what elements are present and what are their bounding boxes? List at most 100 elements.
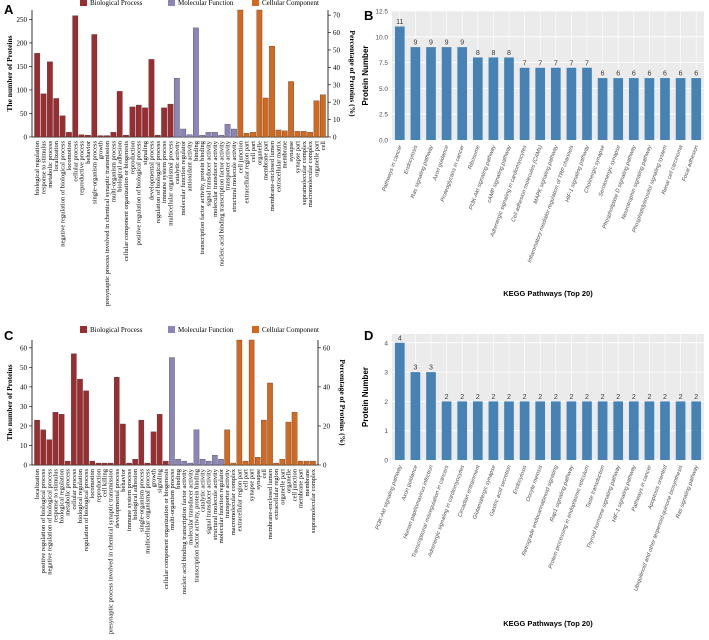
kegg-bar	[426, 47, 436, 141]
bar-mf	[199, 134, 206, 138]
x-tick-label: Pathways in cancer	[381, 144, 404, 193]
y-axis-title: The number of Proteins	[5, 364, 14, 440]
x-tick-label: behavior	[120, 468, 127, 492]
y-tick-label: 50	[20, 110, 28, 118]
y-tick-label: 5.0	[379, 86, 388, 93]
bar-value-label: 6	[632, 71, 636, 78]
bar-value-label: 2	[554, 394, 558, 401]
x-tick-label: molecular function regulator	[180, 140, 187, 215]
kegg-bar	[394, 342, 405, 460]
x-tick-label: single-organism process	[138, 469, 145, 532]
legend-c-bp-label: Biological Process	[90, 326, 143, 334]
kegg-bar	[550, 67, 561, 140]
bar-cc	[242, 460, 249, 466]
x-tick-label: negative regulation of biological proces…	[46, 469, 53, 575]
x-tick-label: synapse part	[294, 141, 301, 174]
x-tick-label: cell part	[243, 469, 250, 490]
bar-value-label: 6	[663, 71, 667, 78]
kegg-bar	[566, 67, 577, 140]
bar-value-label: 2	[507, 394, 511, 401]
kegg-bar	[550, 401, 561, 460]
bar-bp	[34, 419, 40, 466]
legend-c-cc-label: Cellular Component	[262, 326, 319, 334]
bar-cc	[300, 131, 307, 138]
bar-cc	[230, 462, 236, 466]
x-tick-label: membrane-enclosed lumen	[267, 468, 274, 539]
x-tick-label: multicellular organismal process	[167, 141, 174, 226]
bar-bp	[40, 93, 47, 138]
bar-bp	[144, 462, 151, 466]
chart-b: 0.0 2.5 5.0 7.5 10.0 12.5 11 Pathways in cancer…	[361, 9, 704, 298]
panel-letter-d: D	[364, 328, 373, 343]
bar-bp	[72, 15, 79, 138]
plot-background	[392, 334, 704, 460]
y2-tick-label: 70	[333, 12, 341, 20]
x-tick-label: developmental process	[114, 469, 121, 529]
x-axis-title: KEGG Pathways (Top 20)	[503, 619, 593, 628]
bar-cc	[261, 419, 267, 466]
bar-value-label: 7	[585, 60, 589, 67]
bar-bp	[64, 460, 71, 466]
kegg-bar	[504, 401, 514, 460]
x-tick-label: growth	[98, 140, 105, 159]
x-tick-label: metabolic process	[65, 469, 72, 516]
kegg-bar	[535, 401, 546, 460]
kegg-bar	[675, 78, 686, 140]
bar-cc	[236, 339, 243, 466]
x-tick-label: macromolecular complex	[230, 468, 237, 535]
x-tick-label: transcription factor activity, protein b…	[199, 140, 206, 254]
x-tick-label: molecular transducer activity	[187, 468, 194, 545]
bar-bp	[71, 353, 77, 466]
y-tick-label: 50	[20, 364, 28, 372]
bar-mf	[187, 462, 194, 466]
bar-value-label: 9	[460, 40, 464, 47]
bar-bp	[156, 414, 163, 466]
x-tick-label: regulation of biological process	[83, 469, 90, 552]
bar-mf	[173, 78, 180, 138]
x-tick-label: Axon guidance	[432, 145, 451, 183]
x-tick-label: organelle part	[279, 469, 286, 505]
x-tick-label: response to stimulus	[41, 141, 48, 195]
x-tick-label: presynaptic process involved in chemical…	[108, 468, 115, 634]
bar-cc	[307, 132, 313, 138]
bar-cc	[267, 382, 273, 466]
bar-value-label: 8	[491, 50, 495, 57]
bar-mf	[218, 134, 225, 138]
bar-bp	[58, 414, 65, 466]
kegg-bar	[394, 26, 405, 141]
bar-bp	[138, 419, 145, 466]
y-tick-label: 12.5	[375, 9, 388, 16]
bar-value-label: 2	[616, 394, 620, 401]
x-tick-label: antioxidant activity	[187, 140, 194, 191]
bar-mf	[169, 357, 175, 466]
bar-bp	[89, 460, 95, 466]
bar-mf	[212, 455, 218, 466]
x-tick-label: organelle	[285, 469, 292, 493]
bar-cc	[255, 457, 261, 466]
x-tick-label: cellular process	[72, 141, 79, 182]
legend-a-cc-label: Cellular Component	[262, 0, 319, 7]
x-tick-label: cellular component organization or bioge…	[163, 469, 170, 590]
chart-a: 0 50 100 150 200 250 0 10 20 30 40 50 60 70 The number…	[5, 9, 357, 306]
bar-bp	[126, 462, 132, 466]
x-tick-label: developmental process	[148, 141, 155, 201]
x-tick-label: growth	[151, 468, 158, 487]
x-tick-label: macromolecular complex	[307, 140, 314, 207]
y2-tick-label: 60	[323, 344, 331, 352]
bar-mf	[205, 132, 212, 138]
x-tick-label: signal transducer activity	[206, 468, 213, 534]
bar-value-label: 6	[601, 71, 605, 78]
x-tick-label: negative regulation of biological proces…	[60, 141, 67, 247]
bar-value-label: 6	[694, 71, 698, 78]
kegg-bar	[613, 78, 624, 140]
bar-value-label: 2	[491, 394, 495, 401]
y2-tick-label: 40	[323, 383, 331, 391]
kegg-bar	[472, 401, 483, 460]
kegg-bar	[441, 401, 452, 460]
bar-value-label: 7	[523, 60, 527, 67]
bar-value-label: 7	[538, 60, 542, 67]
bar-bp	[154, 134, 161, 138]
bar-cc	[288, 81, 294, 138]
x-tick-label: Endocytosis	[513, 464, 529, 495]
